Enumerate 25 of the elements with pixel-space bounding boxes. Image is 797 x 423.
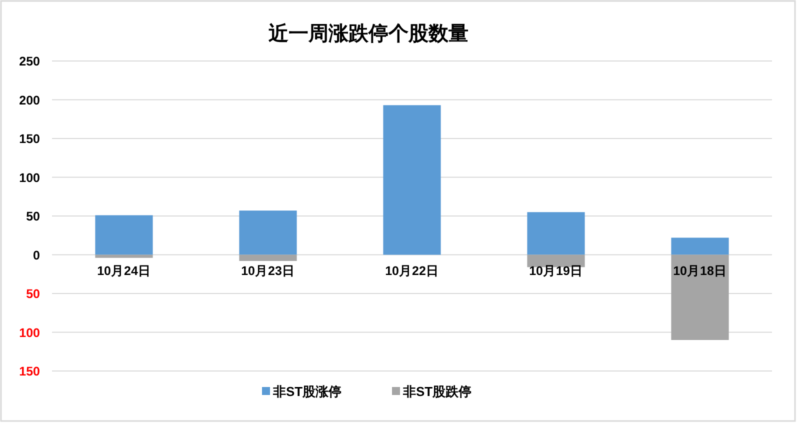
legend-label: 非ST股跌停 [402,384,472,399]
y-tick-label: 0 [33,248,40,262]
bar [95,215,153,255]
y-tick-label: 150 [19,364,40,378]
x-tick-label: 10月22日 [385,264,439,278]
y-tick-label: 250 [19,54,40,68]
y-tick-label: 100 [19,170,40,185]
bar [383,105,441,255]
y-tick-label: 50 [26,210,40,224]
legend-label: 非ST股涨停 [272,384,342,399]
chart-title: 近一周涨跌停个股数量 [268,22,468,45]
bar [239,210,297,255]
bar [527,212,585,255]
y-tick-label: 100 [19,326,40,340]
x-tick-label: 10月23日 [241,264,295,278]
x-tick-label: 10月19日 [529,264,583,278]
y-tick-label: 150 [19,132,40,146]
bar [239,254,297,261]
y-tick-label: 200 [19,93,40,108]
bar [95,254,153,258]
x-tick-label: 10月18日 [673,264,727,278]
x-tick-label: 10月24日 [97,264,151,278]
bar [671,238,729,255]
y-tick-label: 50 [26,287,40,301]
bar [671,254,729,340]
